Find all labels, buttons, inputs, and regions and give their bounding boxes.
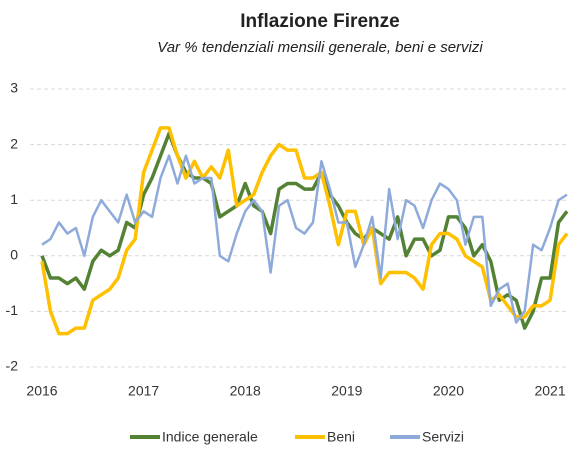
y-tick-label: 1 xyxy=(10,191,18,207)
legend-label: Servizi xyxy=(422,429,464,445)
y-tick-label: 3 xyxy=(10,80,18,96)
x-tick-label: 2018 xyxy=(230,383,261,399)
chart-subtitle: Var % tendenziali mensili generale, beni… xyxy=(157,39,483,56)
x-tick-label: 2021 xyxy=(534,383,565,399)
y-tick-label: -1 xyxy=(6,302,19,318)
y-tick-label: 0 xyxy=(10,247,18,263)
chart-title: Inflazione Firenze xyxy=(240,11,399,32)
x-tick-label: 2016 xyxy=(26,383,57,399)
legend-label: Beni xyxy=(327,429,355,445)
series-line xyxy=(41,154,568,324)
legend-label: Indice generale xyxy=(162,429,258,445)
series-line xyxy=(40,126,569,336)
y-tick-label: -2 xyxy=(6,358,19,374)
series-line xyxy=(40,131,569,330)
x-tick-label: 2019 xyxy=(331,383,362,399)
x-tick-label: 2020 xyxy=(433,383,464,399)
y-tick-label: 2 xyxy=(10,135,18,151)
x-tick-label: 2017 xyxy=(128,383,159,399)
